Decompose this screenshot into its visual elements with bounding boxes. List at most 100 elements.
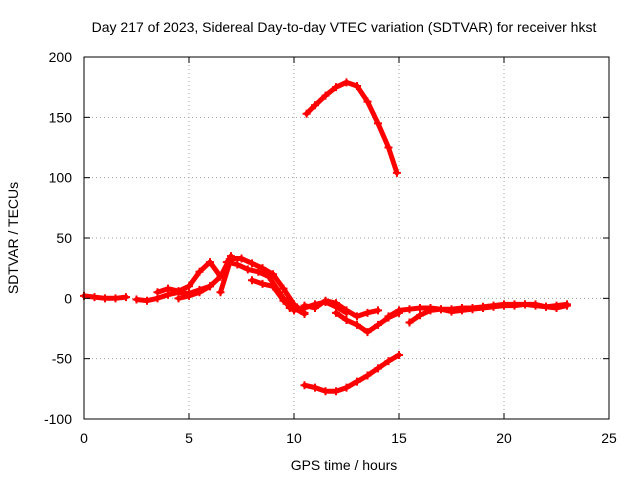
data-point [437, 305, 445, 314]
data-point [174, 294, 183, 303]
x-tick-label: 25 [601, 430, 617, 446]
data-point [164, 284, 172, 293]
data-point [392, 168, 401, 177]
tick-marks [83, 56, 610, 420]
data-point [353, 312, 361, 321]
y-tick-label: -100 [44, 411, 72, 427]
data-point [552, 303, 561, 312]
data-point [185, 282, 193, 291]
data-point [300, 301, 309, 310]
data-point [122, 293, 130, 302]
data-point [206, 282, 214, 291]
y-tick-label: 100 [49, 170, 73, 186]
y-axis-label: SDTVAR / TECUs [5, 182, 21, 294]
data-point [332, 83, 340, 92]
data-point [353, 377, 361, 386]
data-point [269, 270, 277, 279]
x-tick-label: 5 [185, 430, 193, 446]
data-point [254, 267, 263, 276]
data-point [195, 267, 204, 276]
data-point [248, 276, 256, 285]
data-point [395, 351, 403, 360]
series-line [304, 79, 400, 176]
data-point [321, 387, 330, 396]
series-arc-c [153, 258, 225, 297]
data-point [132, 295, 141, 304]
series-arc-upper [302, 78, 401, 177]
data-point [279, 296, 288, 305]
series-arc-l [405, 300, 571, 327]
data-point [216, 288, 225, 297]
data-point [174, 287, 183, 296]
y-tick-label: -50 [52, 351, 72, 367]
data-point [321, 91, 330, 100]
data-point [332, 308, 340, 317]
data-point [384, 357, 393, 366]
series-arc-lower [300, 351, 403, 396]
y-tick-label: 0 [64, 290, 72, 306]
data-point [258, 264, 267, 273]
data-point [153, 288, 162, 297]
data-point [237, 254, 246, 263]
data-point [195, 288, 204, 297]
data-point [269, 282, 277, 291]
data-point [222, 258, 231, 267]
data-point [243, 265, 252, 274]
data-point [311, 303, 319, 312]
plot-frame [83, 56, 610, 420]
data-point [374, 119, 382, 128]
series-arc-i [300, 296, 382, 321]
data-point [111, 294, 120, 303]
data-point [302, 109, 311, 118]
data-point [468, 305, 477, 314]
data-point [405, 318, 414, 327]
gridlines [84, 57, 609, 419]
data-point [374, 320, 382, 329]
data-point [332, 387, 340, 396]
x-axis-label: GPS time / hours [291, 457, 398, 473]
y-tick-label: 50 [56, 230, 72, 246]
data-point [363, 328, 372, 337]
data-point [416, 311, 424, 320]
data-point [374, 364, 382, 373]
data-point [479, 303, 487, 312]
data-point [248, 259, 256, 268]
y-tick-label: 150 [49, 109, 73, 125]
x-tick-label: 10 [286, 430, 302, 446]
data-point [563, 301, 571, 310]
data-point [363, 97, 372, 106]
data-point [279, 284, 288, 293]
data-point [416, 303, 424, 312]
data-point [500, 301, 508, 310]
data-point [342, 306, 351, 315]
y-tick-label: 200 [49, 49, 73, 65]
data-point [363, 371, 372, 380]
data-point [290, 306, 298, 315]
data-point [258, 279, 267, 288]
x-tick-label: 15 [391, 430, 407, 446]
x-tick-label: 20 [496, 430, 512, 446]
data-point [521, 300, 529, 309]
data-point [384, 143, 393, 152]
data-point [426, 306, 435, 315]
data-point [489, 302, 498, 311]
data-point [363, 308, 372, 317]
data-point [101, 294, 109, 303]
data-point [531, 300, 540, 309]
data-point [311, 101, 319, 110]
chart-title: Day 217 of 2023, Sidereal Day-to-day VTE… [92, 19, 597, 35]
data-point [90, 293, 99, 302]
data-point [233, 260, 242, 269]
data-point [353, 81, 361, 90]
data-point [342, 316, 351, 325]
data-point [447, 307, 456, 316]
tick-labels: 0 5 10 15 20 25 -100 -50 0 50 100 150 200 [44, 49, 617, 446]
data-point [264, 272, 273, 281]
data-point [206, 258, 214, 267]
data-point [185, 291, 193, 300]
data-point [374, 306, 382, 315]
data-point [143, 296, 151, 305]
data-point [300, 381, 309, 390]
